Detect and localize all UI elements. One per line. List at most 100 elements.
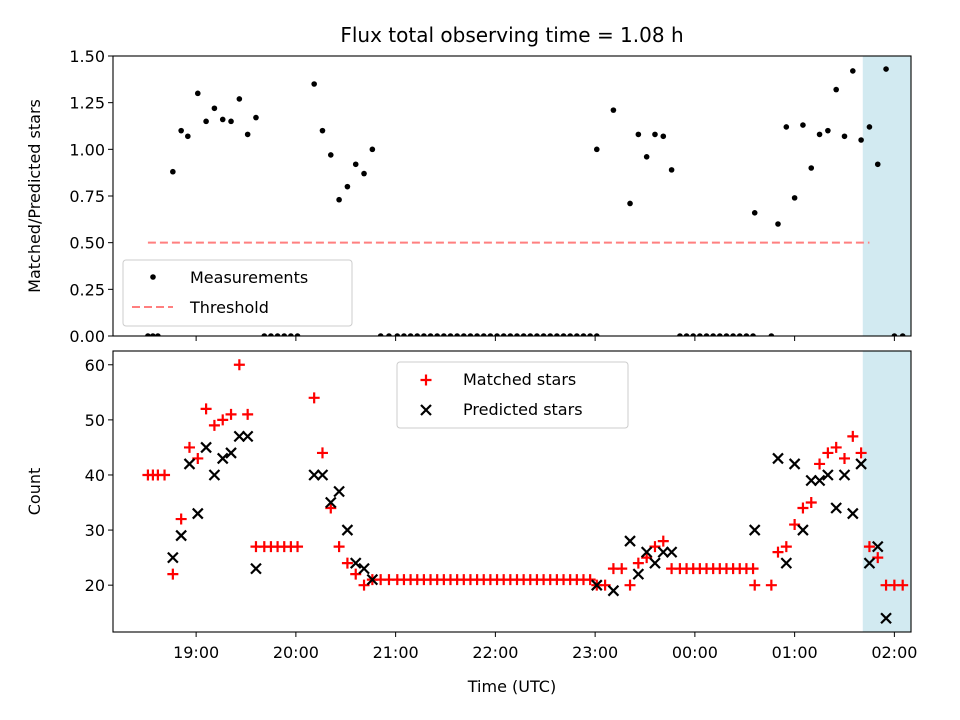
measurement-point bbox=[228, 118, 234, 125]
predicted-star-point bbox=[813, 474, 826, 487]
measurement-point bbox=[145, 333, 151, 336]
measurement-point bbox=[336, 196, 342, 203]
matched-star-point bbox=[789, 519, 801, 531]
measurement-point bbox=[743, 333, 750, 336]
predicted-star-point bbox=[208, 469, 221, 481]
matched-star-point bbox=[855, 447, 867, 459]
y-tick-label: 1.25 bbox=[69, 94, 105, 113]
matched-star-point bbox=[341, 557, 353, 569]
predicted-star-point bbox=[325, 496, 337, 509]
measurement-point bbox=[427, 333, 434, 336]
predicted-star-point bbox=[175, 529, 187, 542]
matched-star-point bbox=[649, 541, 661, 553]
y-tick-label: 60 bbox=[85, 356, 105, 375]
measurement-point bbox=[377, 333, 384, 336]
legend-label-matched: Matched stars bbox=[463, 370, 576, 389]
matched-star-point bbox=[772, 546, 784, 558]
series-matched-stars bbox=[142, 359, 909, 591]
measurement-point bbox=[236, 96, 243, 102]
measurement-point bbox=[683, 333, 690, 336]
predicted-star-point bbox=[225, 447, 237, 459]
measurement-point bbox=[394, 333, 401, 336]
top-panel: 0.00 0.25 0.50 0.75 1.00 1.25 1.50 Matched/Pred… bbox=[25, 47, 912, 346]
measurement-point bbox=[434, 333, 440, 336]
measurement-point bbox=[294, 333, 301, 336]
measurement-point bbox=[866, 124, 873, 130]
matched-star-point bbox=[814, 458, 826, 470]
measurement-point bbox=[520, 333, 527, 336]
series-measurements bbox=[145, 66, 906, 336]
matched-star-point bbox=[641, 552, 653, 564]
measurement-point bbox=[690, 333, 697, 336]
measurement-point bbox=[514, 333, 520, 336]
measurement-point bbox=[414, 333, 421, 336]
measurement-point bbox=[288, 333, 294, 336]
predicted-star-point bbox=[748, 524, 761, 536]
measurement-point bbox=[407, 333, 414, 336]
measurement-point bbox=[150, 333, 156, 336]
legend-predicted-marker bbox=[420, 404, 432, 416]
matched-star-point bbox=[308, 392, 320, 404]
measurement-point bbox=[697, 333, 703, 336]
matched-star-point bbox=[358, 579, 370, 591]
measurement-point bbox=[677, 333, 683, 336]
measurement-point bbox=[899, 333, 906, 336]
measurement-point bbox=[447, 333, 454, 336]
measurement-point bbox=[850, 68, 856, 74]
measurement-point bbox=[635, 131, 642, 138]
measurement-point bbox=[454, 333, 460, 336]
measurement-point bbox=[540, 333, 547, 336]
measurement-point bbox=[185, 133, 191, 140]
predicted-star-point bbox=[333, 485, 345, 498]
predicted-star-point bbox=[349, 557, 362, 569]
legend-label-threshold: Threshold bbox=[189, 298, 269, 317]
y-tick-label: 30 bbox=[85, 521, 105, 540]
legend-box bbox=[122, 259, 353, 327]
predicted-star-point bbox=[657, 546, 670, 558]
chart-title: Flux total observing time = 1.08 h bbox=[340, 23, 683, 47]
matched-star-point bbox=[233, 359, 245, 371]
matched-star-point bbox=[167, 568, 179, 580]
measurement-point bbox=[643, 154, 650, 160]
predicted-star-point bbox=[341, 524, 354, 536]
predicted-star-point bbox=[871, 540, 884, 553]
legend: Matched stars Predicted stars bbox=[396, 361, 629, 429]
matched-star-point bbox=[200, 403, 212, 415]
predicted-star-point bbox=[192, 507, 204, 520]
measurement-point bbox=[751, 210, 758, 216]
predicted-star-point bbox=[308, 469, 320, 481]
measurement-point bbox=[369, 146, 376, 153]
measurement-point bbox=[421, 333, 427, 336]
predicted-star-point bbox=[607, 584, 620, 597]
matched-star-point bbox=[599, 579, 611, 591]
measurement-point bbox=[652, 131, 658, 138]
measurement-point bbox=[467, 333, 474, 336]
measurement-point bbox=[281, 333, 288, 336]
matched-star-point bbox=[830, 441, 842, 453]
x-tick-label: 19:00 bbox=[173, 643, 219, 662]
predicted-star-point bbox=[863, 557, 876, 569]
predicted-star-point bbox=[183, 458, 196, 470]
measurement-point bbox=[401, 333, 407, 336]
measurement-point bbox=[580, 333, 587, 336]
predicted-star-point bbox=[632, 568, 645, 580]
measurement-point bbox=[750, 333, 756, 336]
matched-star-point bbox=[847, 430, 859, 442]
measurement-point bbox=[668, 167, 675, 173]
measurement-point bbox=[660, 133, 667, 140]
predicted-star-point bbox=[250, 562, 262, 575]
measurement-point bbox=[319, 127, 326, 134]
measurement-point bbox=[768, 333, 775, 336]
predicted-star-point bbox=[780, 557, 793, 569]
measurement-point bbox=[560, 333, 567, 336]
matched-star-point bbox=[159, 469, 171, 481]
predicted-star-point bbox=[316, 469, 329, 481]
predicted-star-point bbox=[797, 524, 809, 536]
matched-star-point bbox=[797, 502, 809, 514]
predicted-star-point bbox=[241, 430, 254, 443]
measurement-point bbox=[703, 333, 710, 336]
measurement-point bbox=[253, 114, 259, 121]
predicted-star-point bbox=[847, 507, 859, 520]
measurement-point bbox=[527, 333, 534, 336]
